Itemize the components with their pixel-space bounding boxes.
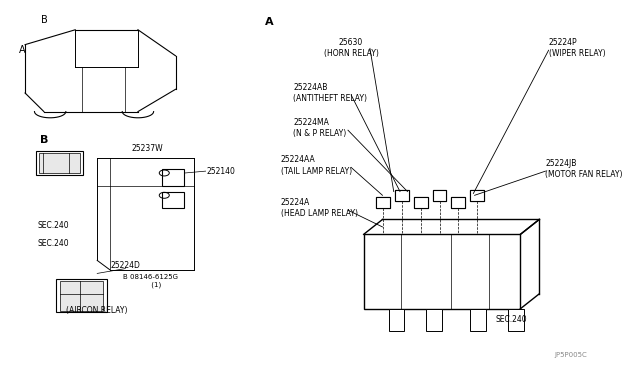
Bar <box>364 234 520 309</box>
Text: SEC.240: SEC.240 <box>38 221 69 230</box>
Text: (AIRCON RELAY): (AIRCON RELAY) <box>67 306 128 315</box>
Text: SEC.240: SEC.240 <box>38 239 69 248</box>
Text: 25224AA
(TAIL LAMP RELAY): 25224AA (TAIL LAMP RELAY) <box>281 155 352 176</box>
Bar <box>414 197 428 208</box>
Text: 25224AB
(ANTITHEFT RELAY): 25224AB (ANTITHEFT RELAY) <box>293 83 367 103</box>
Text: 25224MA
(N & P RELAY): 25224MA (N & P RELAY) <box>293 118 347 138</box>
Bar <box>388 309 404 331</box>
Bar <box>470 190 484 201</box>
Bar <box>56 279 107 312</box>
Bar <box>162 169 184 186</box>
Text: 25224JB
(MOTOR FAN RELAY): 25224JB (MOTOR FAN RELAY) <box>545 159 623 179</box>
Text: 25224A
(HEAD LAMP RELAY): 25224A (HEAD LAMP RELAY) <box>281 198 358 218</box>
Text: B: B <box>40 16 47 25</box>
Text: 25630
(HORN RELAY): 25630 (HORN RELAY) <box>324 38 378 58</box>
Bar <box>395 190 409 201</box>
Bar <box>433 190 447 201</box>
Bar <box>451 197 465 208</box>
Text: SEC.240: SEC.240 <box>495 315 527 324</box>
Bar <box>395 190 409 201</box>
Bar <box>36 151 83 175</box>
Bar <box>60 281 104 311</box>
Text: 25224P
(WIPER RELAY): 25224P (WIPER RELAY) <box>548 38 605 58</box>
Bar <box>376 197 390 208</box>
Bar <box>162 192 184 208</box>
Bar <box>376 197 390 208</box>
Text: A: A <box>19 45 25 55</box>
Bar <box>414 197 428 208</box>
Bar <box>426 309 442 331</box>
Text: B 08146-6125G
     (1): B 08146-6125G (1) <box>123 274 178 288</box>
Bar <box>508 309 524 331</box>
Text: 25237W: 25237W <box>132 144 163 153</box>
Text: B: B <box>40 135 48 144</box>
Text: 25224D: 25224D <box>111 262 140 270</box>
Bar <box>40 153 80 173</box>
Bar <box>433 190 447 201</box>
Bar <box>470 309 486 331</box>
Text: JP5P005C: JP5P005C <box>554 352 587 358</box>
Text: 252140: 252140 <box>207 167 236 176</box>
Text: A: A <box>266 17 274 27</box>
Bar <box>451 197 465 208</box>
Bar <box>470 190 484 201</box>
